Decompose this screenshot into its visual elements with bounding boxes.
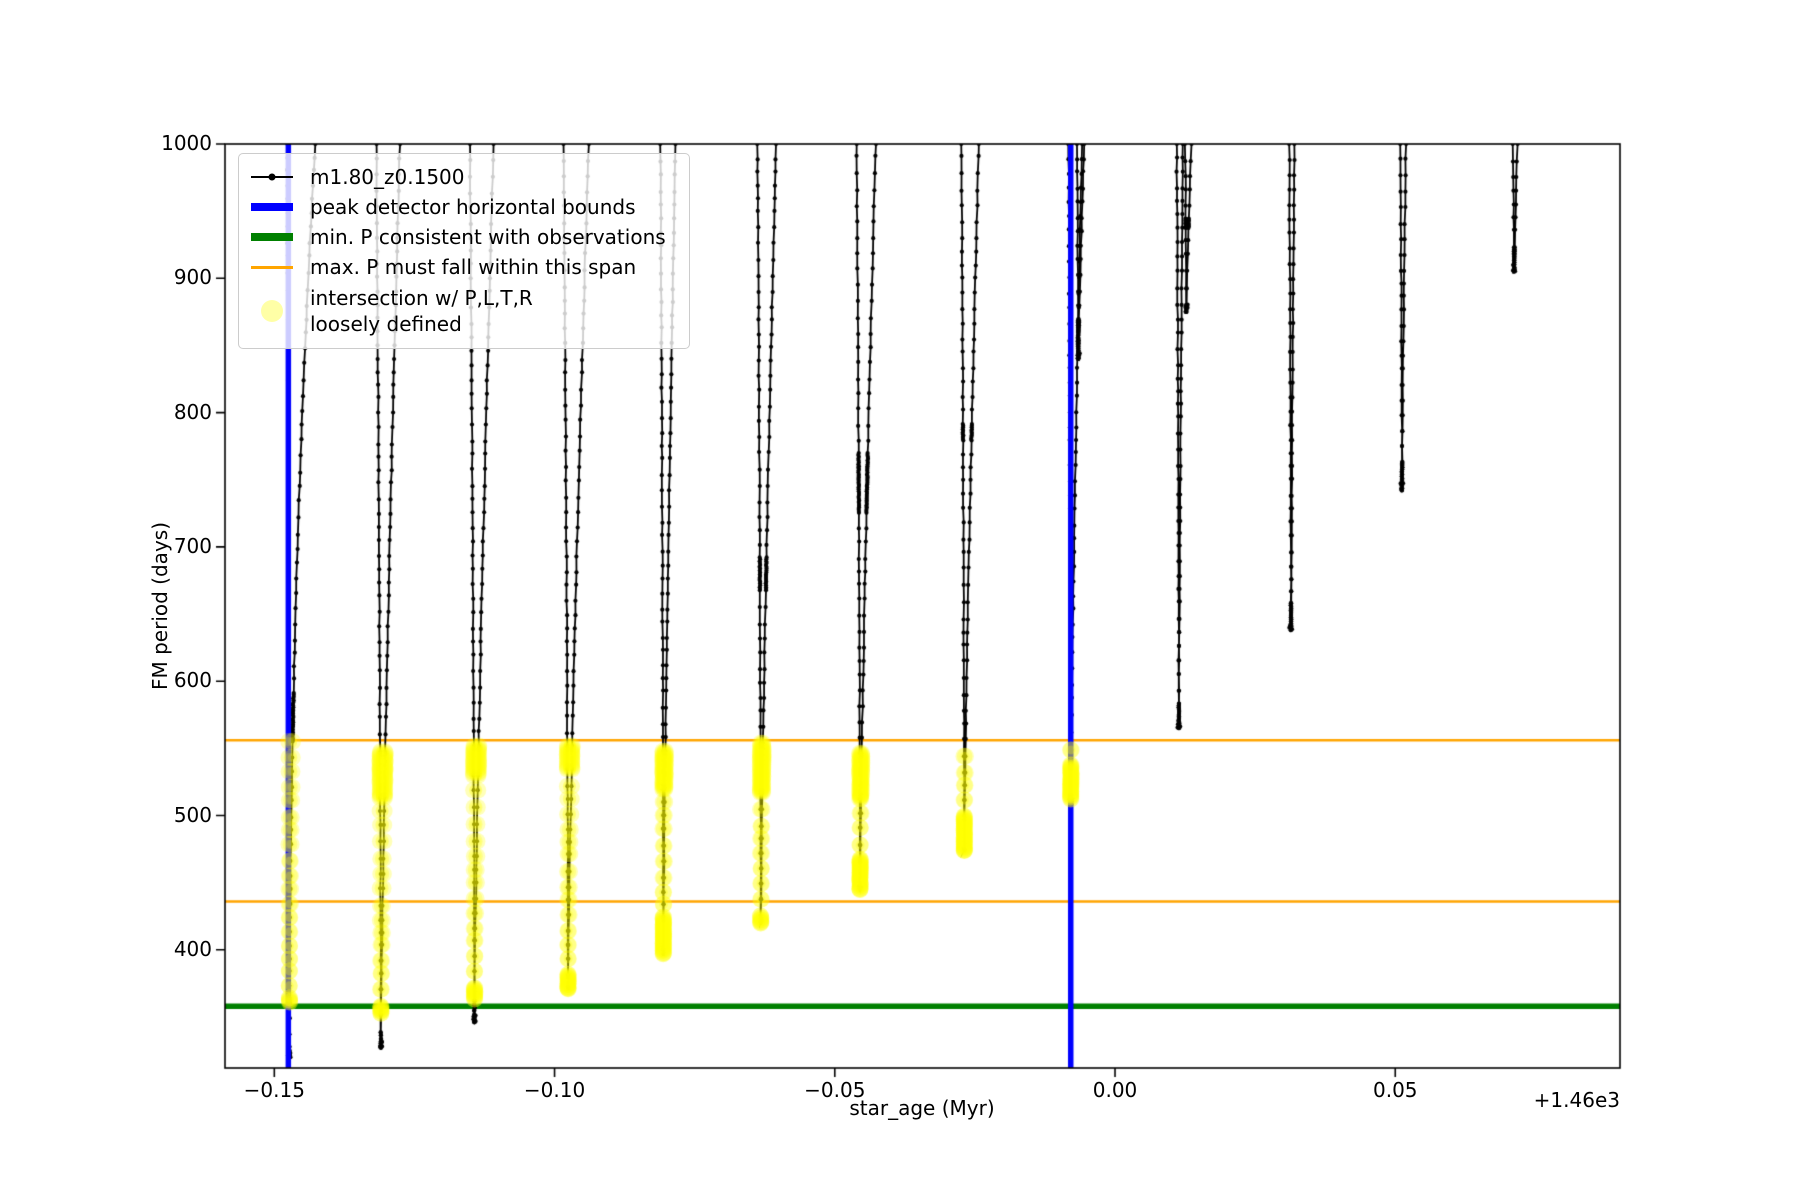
intersection-swatch (251, 300, 293, 322)
min-p-swatch (251, 233, 293, 241)
legend-item-peak-bounds: peak detector horizontal bounds (251, 192, 677, 222)
peak-bounds-swatch (251, 203, 293, 211)
legend: m1.80_z0.1500 peak detector horizontal b… (238, 153, 690, 349)
x-tick-label: 0.05 (1372, 1078, 1418, 1102)
y-tick-label: 800 (173, 399, 212, 424)
legend-label-peak-bounds: peak detector horizontal bounds (310, 195, 636, 219)
y-tick-label: 1000 (161, 130, 212, 155)
blue-line-swatch (251, 203, 293, 211)
y-tick-label: 900 (173, 265, 212, 290)
series-swatch (251, 173, 293, 181)
orange-line-swatch (251, 265, 293, 269)
y-axis-label: FM period (days) (148, 522, 172, 690)
legend-label-intersection: intersection w/ P,L,T,R loosely defined (310, 286, 533, 336)
x-tick-label: 0.00 (1092, 1078, 1138, 1102)
green-line-swatch (251, 233, 293, 241)
y-tick-label: 500 (173, 802, 212, 827)
yellow-circle-swatch (261, 300, 283, 322)
x-tick-label: −0.15 (243, 1078, 305, 1102)
max-p-swatch (251, 265, 293, 269)
legend-item-intersection: intersection w/ P,L,T,R loosely defined (251, 282, 677, 340)
y-tick-label: 600 (173, 668, 212, 693)
legend-label-min-p: min. P consistent with observations (310, 225, 666, 249)
legend-item-max-p: max. P must fall within this span (251, 252, 677, 282)
legend-item-series: m1.80_z0.1500 (251, 162, 677, 192)
x-axis-label: star_age (Myr) (849, 1096, 995, 1120)
x-axis-offset-label: +1.46e3 (1533, 1088, 1620, 1112)
legend-label-series: m1.80_z0.1500 (310, 165, 465, 189)
x-tick-label: −0.05 (804, 1078, 866, 1102)
legend-item-min-p: min. P consistent with observations (251, 222, 677, 252)
legend-label-max-p: max. P must fall within this span (310, 255, 637, 279)
series-marker-dot (268, 173, 276, 181)
y-tick-label: 400 (173, 936, 212, 961)
y-tick-label: 700 (173, 533, 212, 558)
x-tick-label: −0.10 (523, 1078, 586, 1102)
